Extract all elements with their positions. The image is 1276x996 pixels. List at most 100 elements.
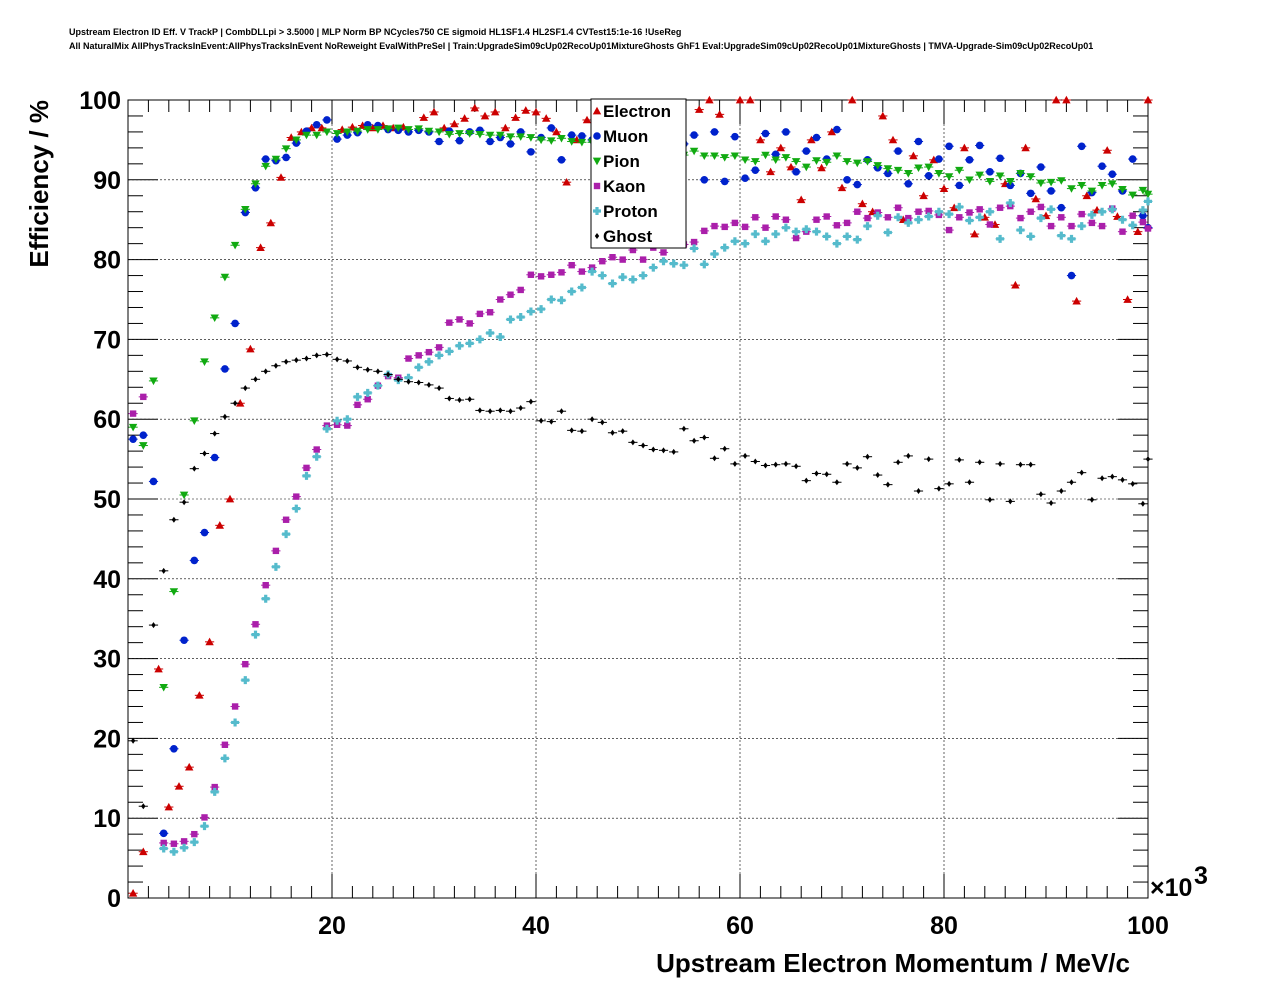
kaon-point <box>721 223 728 231</box>
electron-point <box>970 229 979 238</box>
muon-point <box>945 142 953 151</box>
ghost-point <box>722 445 727 452</box>
pion-point <box>567 138 576 146</box>
electron-point <box>164 802 173 811</box>
muon-point <box>210 453 219 462</box>
pion-point <box>128 423 138 432</box>
ghost-point <box>1099 475 1105 482</box>
kaon-point <box>854 208 861 215</box>
pion-point <box>159 683 168 692</box>
legend-marker-ghost <box>594 233 600 239</box>
proton-point <box>1144 197 1152 206</box>
pion-point <box>1138 186 1148 195</box>
muon-point <box>435 137 443 146</box>
muon-point <box>170 744 178 753</box>
pion-point <box>465 130 474 138</box>
electron-point <box>756 135 765 144</box>
ghost-point <box>987 496 993 503</box>
ghost-point <box>426 381 432 388</box>
x-tick-label: 100 <box>1127 912 1169 940</box>
ghost-point <box>610 429 615 436</box>
electron-point <box>1113 212 1122 220</box>
muon-point <box>1037 163 1045 171</box>
proton-point <box>516 313 525 322</box>
pion-point <box>557 134 566 143</box>
electron-point <box>470 103 479 112</box>
kaon-point <box>1129 212 1136 219</box>
legend-label-ghost: Ghost <box>603 227 652 246</box>
series-ghost <box>128 351 1153 810</box>
kaon-point <box>293 493 300 500</box>
muon-point <box>914 137 923 146</box>
kaon-point <box>476 310 484 318</box>
ghost-point <box>589 416 595 423</box>
proton-point <box>690 244 699 253</box>
pion-point <box>975 171 984 180</box>
proton-point <box>588 267 597 276</box>
pion-point <box>1057 177 1066 185</box>
x-axis-multiplier: ×10 <box>1150 874 1192 902</box>
electron-point <box>960 143 969 152</box>
kaon-point <box>170 840 178 847</box>
proton-point <box>730 237 739 246</box>
electron-point <box>582 115 592 124</box>
pion-point <box>740 156 750 165</box>
ghost-point <box>324 351 330 358</box>
ghost-point <box>569 427 574 434</box>
ghost-point <box>304 355 309 362</box>
pion-point <box>1036 179 1046 188</box>
proton-point <box>1138 206 1147 215</box>
proton-point <box>557 296 566 305</box>
proton-point <box>241 676 250 685</box>
ghost-point <box>334 356 340 363</box>
pion-point <box>1097 182 1107 190</box>
kaon-point <box>1068 222 1075 230</box>
y-axis-title: Efficiency / % <box>24 100 54 268</box>
pion-point <box>832 152 842 161</box>
electron-point <box>807 135 816 144</box>
proton-point <box>567 287 576 296</box>
electron-point <box>225 494 235 503</box>
pion-point <box>394 124 403 133</box>
kaon-point <box>415 352 422 359</box>
electron-point <box>419 113 428 121</box>
proton-point <box>934 207 943 216</box>
electron-point <box>542 114 551 122</box>
proton-point <box>1077 222 1086 231</box>
pion-point <box>179 491 189 500</box>
ghost-point <box>253 376 258 383</box>
electron-point <box>786 162 796 171</box>
proton-point <box>322 424 331 433</box>
ghost-point <box>865 453 870 460</box>
pion-point <box>434 128 444 137</box>
muon-point <box>455 136 464 145</box>
proton-point <box>965 216 974 225</box>
kaon-point <box>344 422 351 429</box>
kaon-point <box>884 214 892 221</box>
pion-point <box>506 133 515 141</box>
electron-point <box>521 106 530 114</box>
proton-point <box>639 271 648 280</box>
x-tick-label: 80 <box>930 912 958 940</box>
kaon-point <box>446 319 453 326</box>
kaon-point <box>140 393 147 401</box>
kaon-point <box>578 268 586 275</box>
pion-point <box>883 165 893 173</box>
proton-point <box>251 630 260 639</box>
proton-point <box>210 787 219 796</box>
proton-point <box>1036 214 1045 223</box>
electron-point <box>450 119 459 128</box>
electron-point <box>154 664 163 673</box>
pion-point <box>149 377 158 386</box>
kaon-point <box>741 223 749 231</box>
electron-point <box>797 195 806 204</box>
ghost-point <box>814 470 819 477</box>
proton-point <box>547 295 556 304</box>
kaon-point <box>262 581 269 589</box>
pion-point <box>383 125 393 133</box>
kaon-point <box>609 254 616 261</box>
electron-point <box>128 889 138 897</box>
kaon-point <box>945 226 953 234</box>
proton-point <box>710 250 719 259</box>
ghost-point <box>997 460 1003 467</box>
